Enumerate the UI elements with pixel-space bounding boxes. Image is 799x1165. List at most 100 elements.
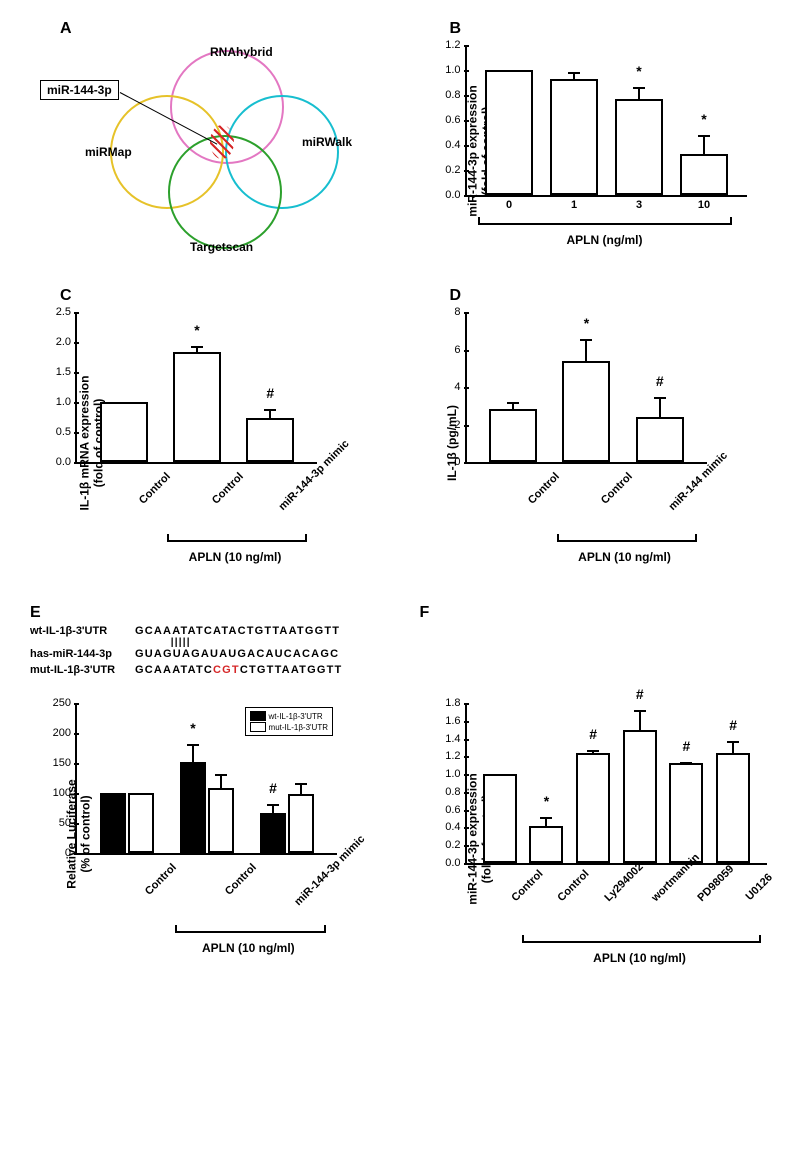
panel-label-a: A <box>60 20 72 38</box>
y-tick: 0.0 <box>56 456 77 468</box>
significance-marker: # <box>683 738 691 754</box>
error-bar <box>592 750 594 754</box>
bar-chart: Relative Luciferase(% of control)0501001… <box>20 703 390 965</box>
x-tick: Control <box>195 462 246 513</box>
bar: # <box>669 763 703 863</box>
panel-a: A RNAhybridmiRMapmiRWalkTargetscanmiR-14… <box>20 20 390 257</box>
bracket-label: APLN (10 ng/ml) <box>175 941 322 955</box>
panel-label-f: F <box>420 604 430 622</box>
y-tick: 0.2 <box>445 839 466 851</box>
bar-group: * <box>529 826 563 863</box>
significance-marker: # <box>269 780 277 796</box>
y-tick: 2 <box>454 419 466 431</box>
y-tick: 0.5 <box>56 426 77 438</box>
x-tick: Control <box>204 853 259 908</box>
bar-group: * <box>615 99 663 195</box>
bracket-label: APLN (10 ng/ml) <box>522 951 757 965</box>
figure-grid: A RNAhybridmiRMapmiRWalkTargetscanmiR-14… <box>20 20 779 975</box>
y-tick: 0.8 <box>445 786 466 798</box>
bar-group <box>483 774 517 863</box>
bar <box>550 79 598 195</box>
x-tick: Control <box>122 462 173 513</box>
y-tick: 4 <box>454 381 466 393</box>
bar <box>483 774 517 863</box>
x-tick: Control <box>124 853 179 908</box>
bar <box>288 794 314 853</box>
bar-chart: IL-1β mRNA expression(fold of control)0.… <box>20 312 390 574</box>
y-tick: 200 <box>53 727 77 739</box>
error-bar <box>703 135 705 156</box>
y-tick: 0 <box>65 847 77 859</box>
y-tick: 1.0 <box>445 64 466 76</box>
significance-marker: * <box>636 63 641 79</box>
panel-b: B miR-144-3p expression(fold of control)… <box>410 20 780 257</box>
bar-group: # <box>669 763 703 863</box>
y-tick: 50 <box>59 817 77 829</box>
significance-marker: # <box>589 726 597 742</box>
x-tick: miR-144 mimic <box>658 462 709 513</box>
y-tick: 1.5 <box>56 366 77 378</box>
error-bar <box>585 339 587 362</box>
bar-group: # <box>623 730 657 863</box>
y-tick: 0.6 <box>445 804 466 816</box>
significance-marker: # <box>729 717 737 733</box>
x-tick: 10 <box>680 195 728 211</box>
error-bar <box>196 346 198 354</box>
bar-group: * <box>562 361 610 462</box>
bar: # <box>636 417 684 462</box>
error-bar <box>220 774 222 790</box>
error-bar <box>659 397 661 419</box>
y-tick: 150 <box>53 757 77 769</box>
x-tick: U0126 <box>734 863 775 904</box>
x-tick: 0 <box>485 195 533 211</box>
legend: wt-IL-1β-3'UTRmut-IL-1β-3'UTR <box>245 707 333 736</box>
y-tick: 1.0 <box>56 396 77 408</box>
bar: # <box>246 418 294 462</box>
x-tick: wortmannin <box>641 863 682 904</box>
y-tick: 0.6 <box>445 114 466 126</box>
bar <box>208 788 234 853</box>
bar-group <box>489 409 537 462</box>
bar-chart: miR-144-3p expression(fold of control)0.… <box>410 703 780 975</box>
y-tick: 8 <box>454 306 466 318</box>
panel-label-b: B <box>450 20 462 38</box>
error-bar <box>192 744 194 764</box>
bar-group: # <box>576 753 610 863</box>
panel-e: E wt-IL-1β-3'UTRGCAAATATCATACTGTTAATGGTT… <box>20 604 390 975</box>
y-tick: 100 <box>53 787 77 799</box>
panel-d: D IL-1β (pg/mL)02468*#ControlControlmiR-… <box>410 287 780 574</box>
significance-marker: # <box>266 385 274 401</box>
bar <box>128 793 154 853</box>
y-tick: 0.8 <box>445 89 466 101</box>
y-tick: 0.4 <box>445 821 466 833</box>
bar <box>489 409 537 462</box>
venn-label: Targetscan <box>190 240 253 254</box>
x-tick: Control <box>511 462 562 513</box>
bar-group: # <box>246 418 294 462</box>
y-tick: 0 <box>454 456 466 468</box>
venn-label: RNAhybrid <box>210 45 273 59</box>
error-bar <box>732 741 734 754</box>
panel-label-c: C <box>60 287 72 305</box>
y-tick: 1.4 <box>445 733 466 745</box>
bar-group: # <box>716 753 750 863</box>
bar-group: * <box>180 762 234 853</box>
error-bar <box>685 762 687 766</box>
bracket-label: APLN (10 ng/ml) <box>557 550 693 564</box>
bar: * <box>173 352 221 462</box>
x-axis-label: APLN (ng/ml) <box>465 233 745 247</box>
y-tick: 1.2 <box>445 39 466 51</box>
significance-marker: # <box>656 373 664 389</box>
y-tick: 1.0 <box>445 768 466 780</box>
bracket-label: APLN (10 ng/ml) <box>167 550 303 564</box>
bar: # <box>576 753 610 863</box>
significance-marker: * <box>190 720 195 736</box>
y-tick: 2.5 <box>56 306 77 318</box>
x-tick: Control <box>501 863 542 904</box>
error-bar <box>639 710 641 731</box>
bar: # <box>260 813 286 853</box>
x-tick: miR-144-3p mimic <box>284 853 339 908</box>
x-tick: 1 <box>550 195 598 211</box>
bar <box>100 402 148 462</box>
bar: * <box>562 361 610 462</box>
